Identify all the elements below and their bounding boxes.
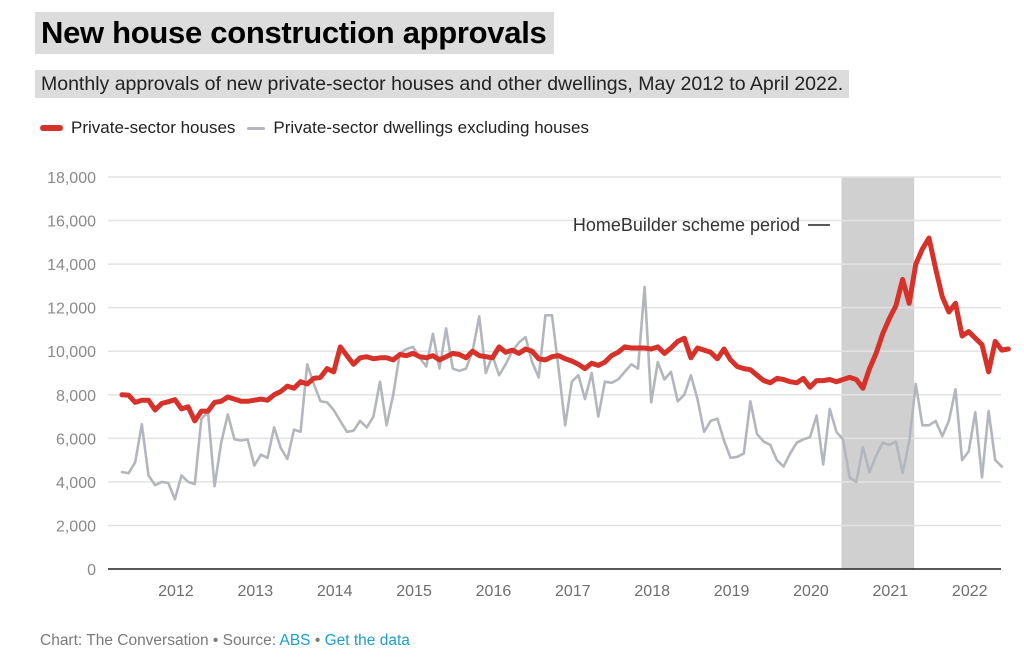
series-line-houses[interactable] [119,235,1011,424]
x-tick-label: 2019 [714,583,750,600]
x-tick-label: 2020 [793,583,829,600]
y-tick-label: 18,000 [47,170,96,187]
chart-title: New house construction approvals [35,12,555,54]
y-tick-label: 2,000 [56,518,96,535]
x-tick-label: 2013 [238,583,274,600]
x-tick-label: 2021 [873,583,909,600]
x-tick-label: 2022 [952,583,988,600]
y-tick-label: 0 [87,562,96,579]
x-tick-label: 2012 [158,583,194,600]
x-tick-label: 2016 [476,583,512,600]
legend-swatch-dwellings [247,126,266,130]
x-tick-label: 2018 [634,583,670,600]
legend-item-houses[interactable]: Private-sector houses [40,118,235,138]
source-link[interactable]: ABS [279,632,311,649]
x-tick-label: 2014 [317,583,353,600]
legend-swatch-houses [40,125,63,131]
chart-footer: Chart: The Conversation • Source: ABS • … [40,632,410,650]
get-data-link[interactable]: Get the data [324,632,410,649]
legend-label-dwellings: Private-sector dwellings excluding house… [273,118,590,137]
legend-label-houses: Private-sector houses [71,118,236,137]
legend-item-dwellings[interactable]: Private-sector dwellings excluding house… [247,118,589,138]
chart-subtitle: Monthly approvals of new private-sector … [35,70,850,98]
homebuilder-shaded-period [841,177,915,569]
footer-credit: Chart: The Conversation • Source: [40,632,280,649]
y-tick-label: 10,000 [47,344,96,361]
y-tick-label: 14,000 [47,257,96,274]
annotation-label: HomeBuilder scheme period [573,215,800,235]
y-tick-label: 12,000 [47,301,96,318]
y-tick-label: 6,000 [56,431,96,448]
series-line-dwellings[interactable] [120,285,1004,501]
x-tick-label: 2015 [396,583,432,600]
y-tick-label: 16,000 [47,214,96,231]
x-tick-label: 2017 [555,583,591,600]
y-tick-label: 8,000 [56,388,96,405]
legend: Private-sector houses Private-sector dwe… [40,118,601,138]
footer-separator: • [310,632,325,649]
line-chart[interactable]: 0 2,000 4,000 6,000 8,000 10,000 12,000 14,000 1… [0,160,1024,620]
y-tick-label: 4,000 [56,475,96,492]
